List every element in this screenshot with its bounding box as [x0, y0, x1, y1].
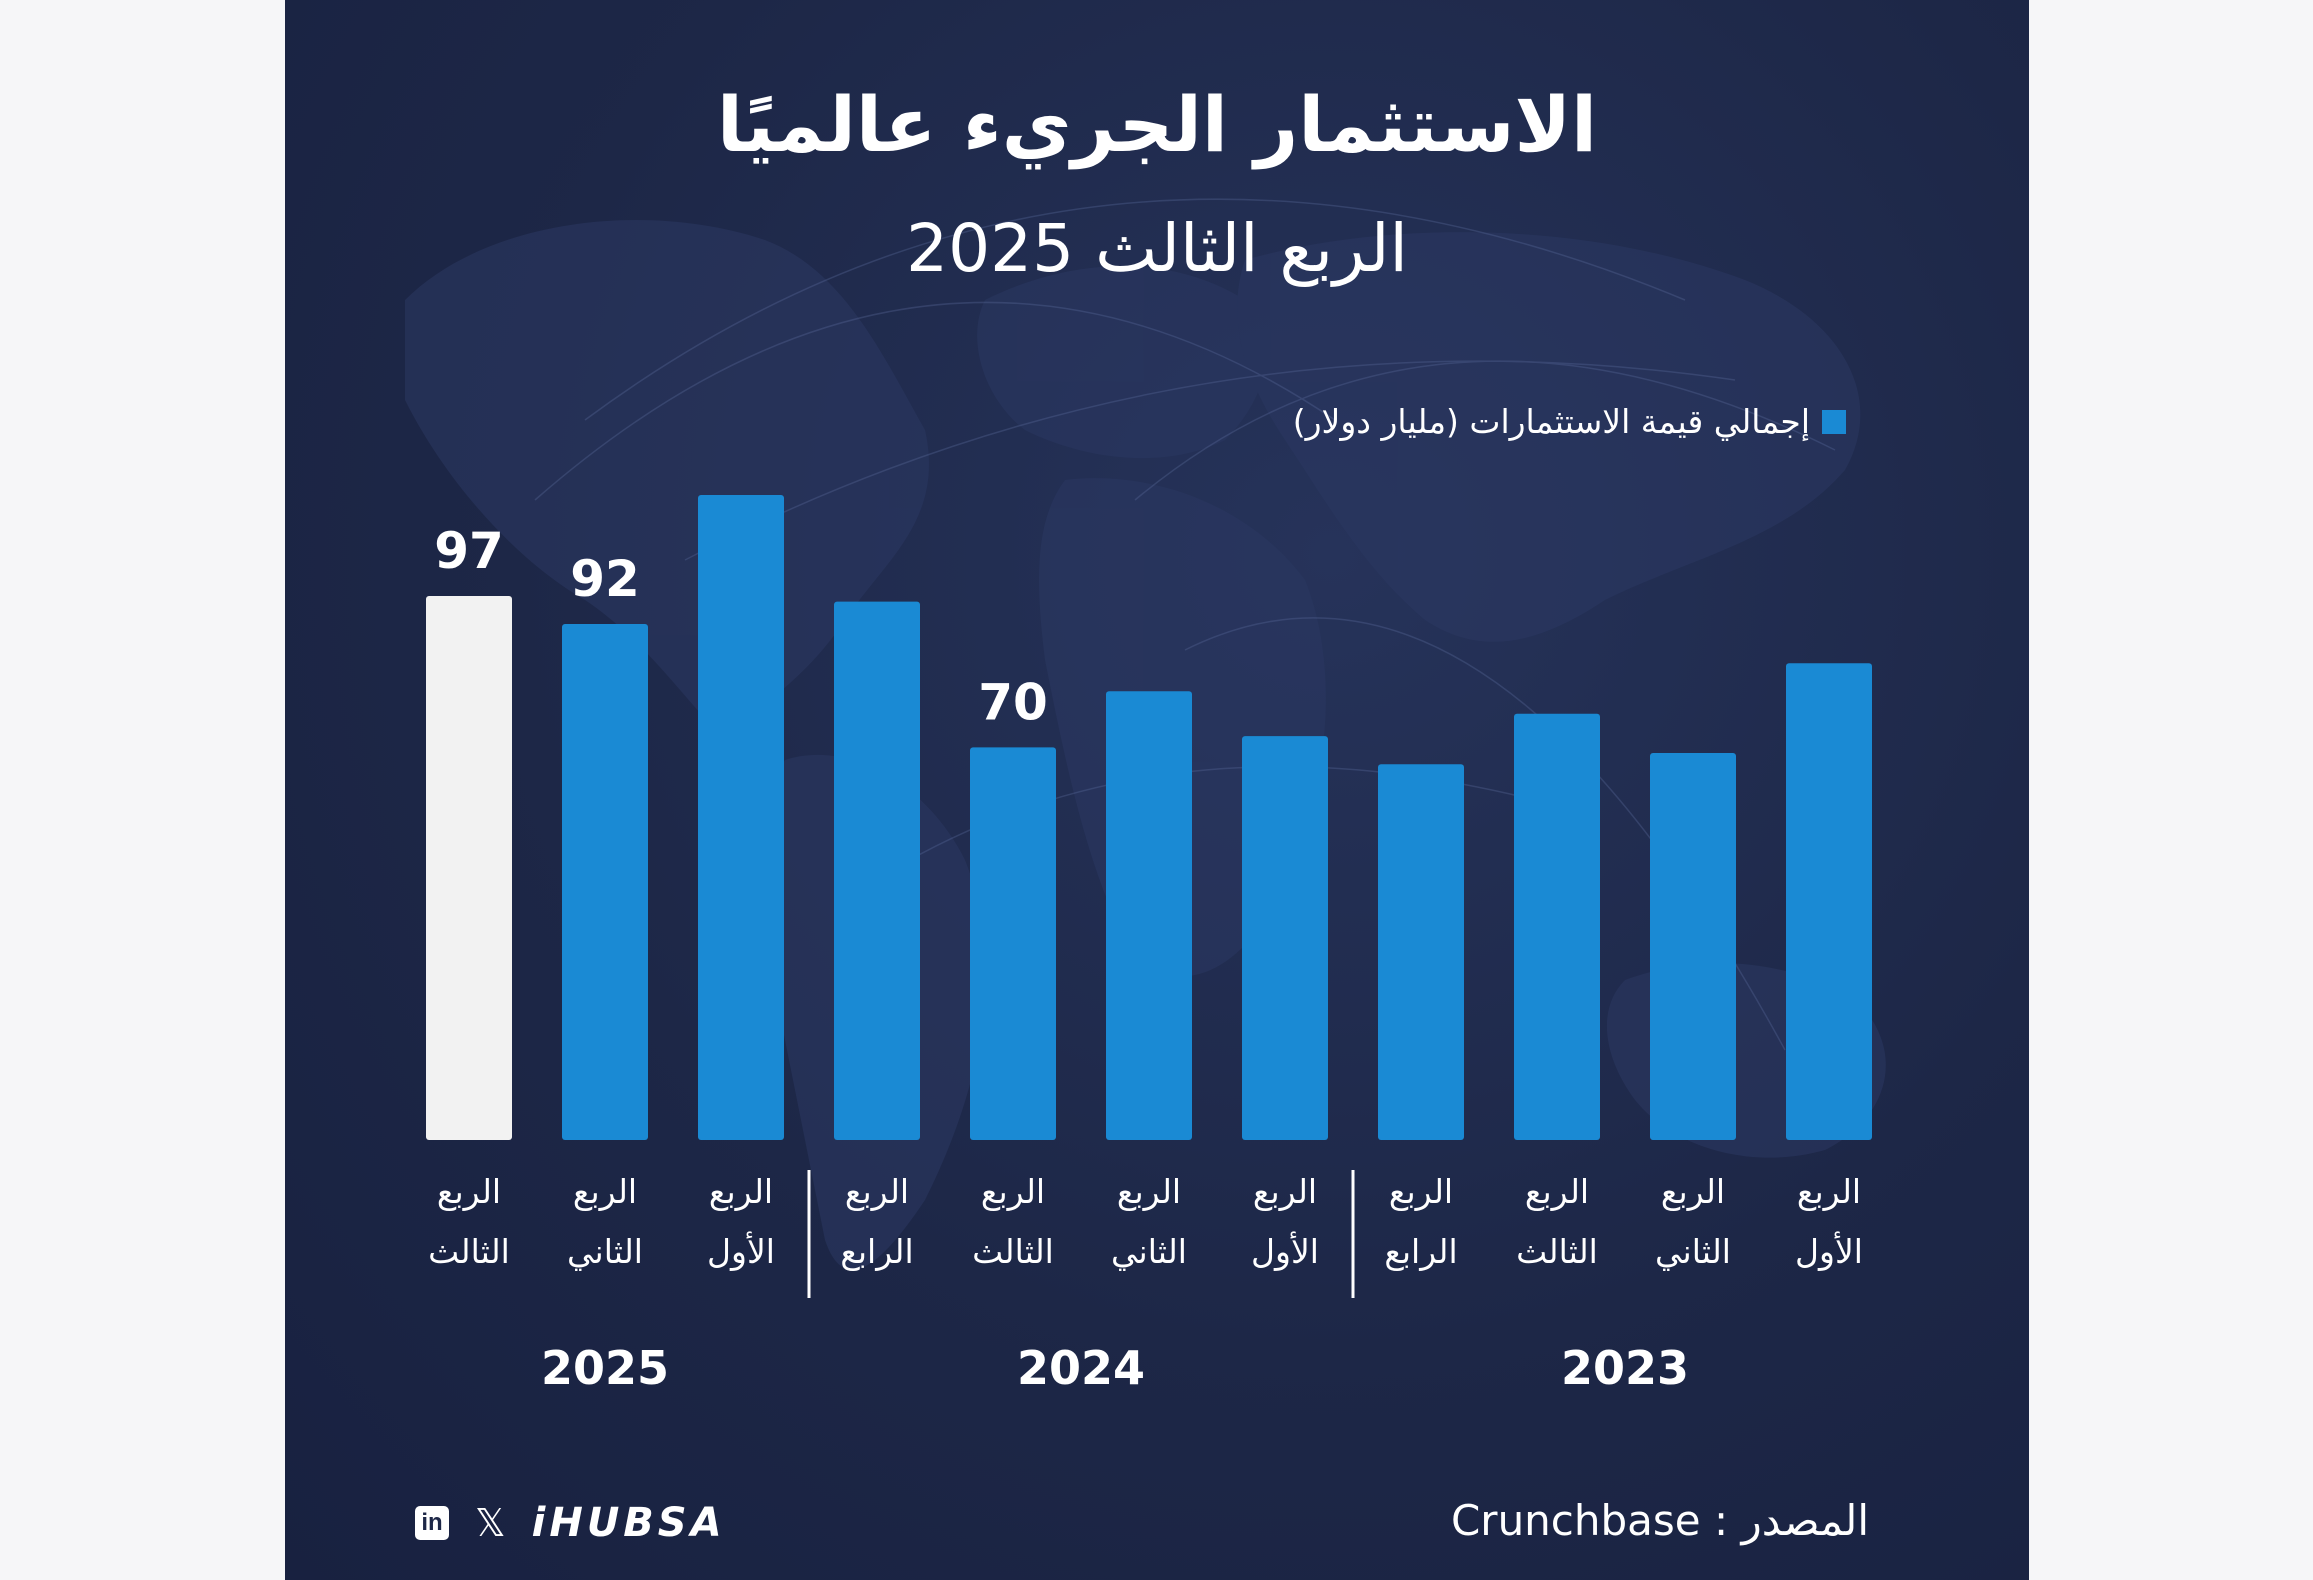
- bar-6: [970, 747, 1056, 1140]
- bar-5: [1106, 691, 1192, 1140]
- bar-8: [698, 495, 784, 1140]
- bar-0: [1786, 663, 1872, 1140]
- tick-label-2-1: الثالث: [1516, 1232, 1598, 1271]
- legend-swatch: [1822, 409, 1846, 434]
- tick-label-2-0: الربع: [1525, 1172, 1589, 1211]
- tick-label-9-1: الثاني: [567, 1232, 643, 1271]
- bar-10: [426, 595, 512, 1140]
- chart-title: الاستثمار الجريء عالميًا: [716, 80, 1598, 169]
- tick-label-1-1: الثاني: [1655, 1232, 1731, 1271]
- tick-label-8-0: الربع: [709, 1172, 773, 1211]
- bar-7: [834, 601, 920, 1140]
- infographic-card: الاستثمار الجريء عالميًا الربع الثالث 20…: [285, 0, 2029, 1580]
- tick-label-3-1: الرابع: [1384, 1232, 1457, 1271]
- group-label-2024: 2024: [1017, 1341, 1145, 1395]
- value-label-10: 97: [434, 522, 504, 580]
- tick-label-5-0: الربع: [1117, 1172, 1181, 1211]
- group-label-2025: 2025: [541, 1341, 669, 1395]
- bar-chart: الربع الأول الربع الثاني الربع الثالث الربع الر…: [426, 495, 1872, 1395]
- brand-logo: iHUBSA: [531, 1500, 726, 1546]
- tick-label-4-1: الأول: [1251, 1231, 1319, 1271]
- tick-label-1-0: الربع: [1661, 1172, 1725, 1211]
- tick-label-9-0: الربع: [573, 1172, 637, 1211]
- tick-label-8-1: الأول: [707, 1231, 775, 1271]
- legend: إجمالي قيمة الاستثمارات (مليار دولار): [1293, 402, 1846, 441]
- value-label-6: 70: [978, 673, 1048, 731]
- bar-1: [1650, 753, 1736, 1140]
- bar-3: [1378, 764, 1464, 1140]
- legend-label: إجمالي قيمة الاستثمارات (مليار دولار): [1292, 402, 1810, 441]
- tick-label-6-1: الثالث: [972, 1232, 1054, 1271]
- linkedin-icon[interactable]: in: [415, 1506, 449, 1540]
- group-label-2023: 2023: [1561, 1341, 1689, 1395]
- tick-label-10-1: الثالث: [428, 1232, 510, 1271]
- tick-label-3-0: الربع: [1389, 1172, 1453, 1211]
- value-label-9: 92: [570, 550, 640, 608]
- tick-label-5-1: الثاني: [1111, 1232, 1187, 1271]
- tick-label-4-0: الربع: [1253, 1172, 1317, 1211]
- tick-label-7-0: الربع: [845, 1172, 909, 1211]
- bar-4: [1242, 736, 1328, 1140]
- source-note: المصدر : Crunchbase: [1450, 1496, 1869, 1545]
- tick-label-0-0: الربع: [1797, 1172, 1861, 1211]
- tick-label-7-1: الرابع: [840, 1232, 913, 1271]
- bar-9: [562, 624, 648, 1140]
- bar-2: [1514, 713, 1600, 1140]
- brand-footer: in 𝕏 iHUBSA: [415, 1500, 726, 1546]
- tick-label-10-0: الربع: [437, 1172, 501, 1211]
- tick-label-6-0: الربع: [981, 1172, 1045, 1211]
- tick-label-0-1: الأول: [1795, 1231, 1863, 1271]
- chart-subtitle: الربع الثالث 2025: [906, 210, 1408, 287]
- x-icon[interactable]: 𝕏: [475, 1501, 506, 1545]
